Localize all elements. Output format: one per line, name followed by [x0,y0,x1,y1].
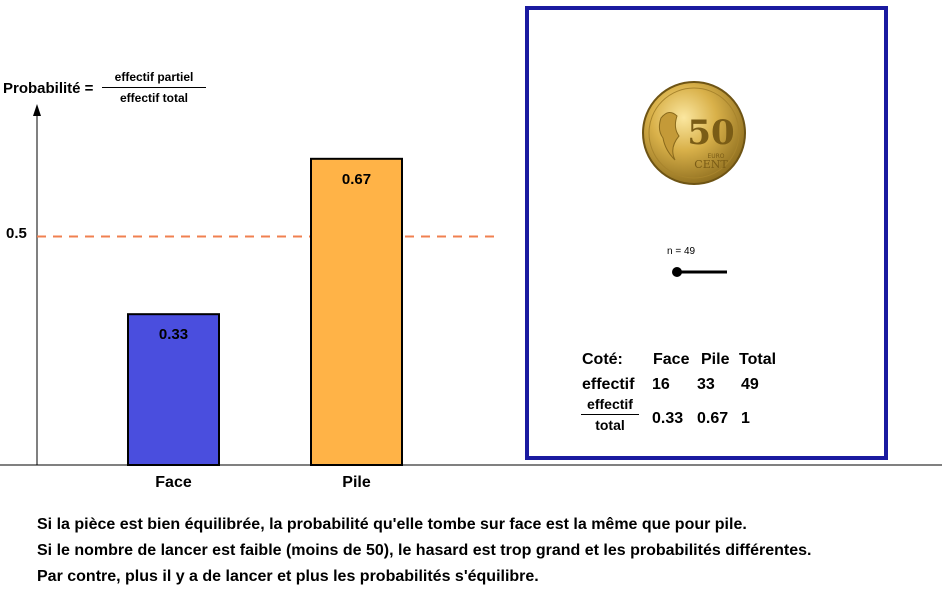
coin-image: 50 EURO CENT [642,81,746,185]
reference-line-label: 0.5 [6,225,27,242]
table-cell-total-ratio: 1 [741,410,750,427]
simulation-panel: 50 EURO CENT n = 49 Coté: Face Pile Tota… [525,6,888,460]
note-line: Si le nombre de lancer est faible (moins… [37,542,812,559]
category-label-pile: Pile [342,474,371,491]
explanation-notes: Si la pièce est bien équilibrée, la prob… [37,512,811,590]
table-row-label-effectif: effectif [582,376,635,393]
bar-face [127,313,220,466]
fraction-denominator: effectif total [119,91,188,105]
fraction-numerator: effectif partiel [102,70,206,88]
coin-euro-text: EURO [707,153,724,160]
table-header-pile: Pile [701,351,730,368]
y-axis-fraction: effectif partiel effectif total [102,70,206,105]
table-cell-face-effectif: 16 [652,376,670,393]
coin-cent-text: CENT [694,158,728,171]
note-line: Par contre, plus il y a de lancer et plu… [37,568,539,585]
bar-value-face: 0.33 [158,326,189,344]
y-axis-arrow [33,104,41,116]
table-cell-pile-effectif: 33 [697,376,715,393]
table-cell-face-ratio: 0.33 [652,410,684,427]
table-header-cote: Coté: [582,351,623,368]
ratio-numerator: effectif [581,396,639,415]
slider-handle[interactable] [672,267,682,277]
bar-pile [310,157,403,466]
table-cell-total-effectif: 49 [741,376,759,393]
n-slider[interactable] [669,264,729,280]
note-line: Si la pièce est bien équilibrée, la prob… [37,516,747,533]
coin-denomination: 50 [687,113,734,153]
table-row-label-ratio: effectif total [581,396,639,433]
slider-label: n = 49 [667,246,696,257]
y-axis-label: Probabilité = [3,80,94,97]
category-label-face: Face [155,474,192,491]
table-header-total: Total [739,351,777,368]
ratio-denominator: total [595,417,625,433]
table-header-face: Face [653,351,690,368]
bar-value-pile: 0.67 [341,170,372,188]
table-cell-pile-ratio: 0.67 [697,410,729,427]
